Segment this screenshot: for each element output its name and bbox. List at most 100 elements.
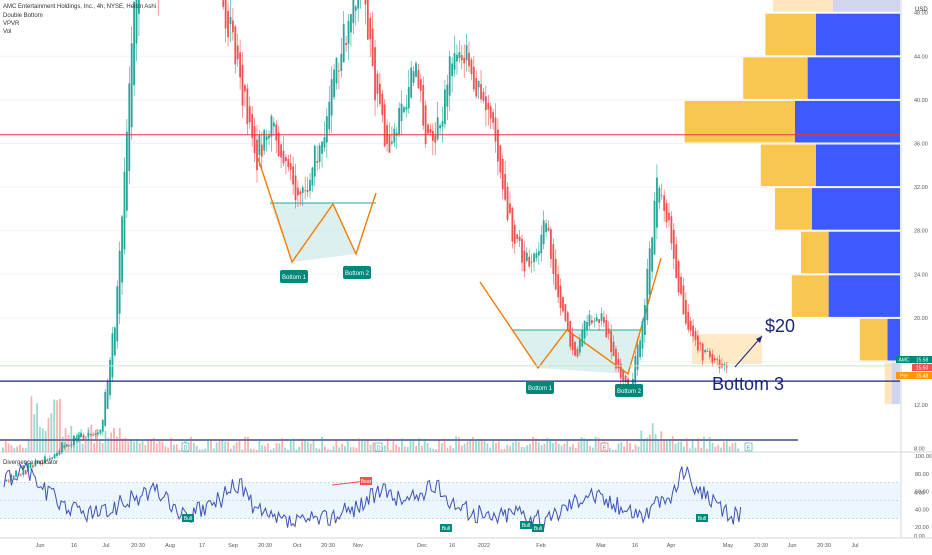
candle-body xyxy=(668,212,670,221)
volume-bar xyxy=(309,443,312,452)
candle-body xyxy=(672,229,675,259)
volume-bar xyxy=(651,423,654,452)
volume-bar xyxy=(27,440,30,452)
volume-bar xyxy=(90,424,93,452)
candle-body xyxy=(460,55,463,61)
bear-label: Bear xyxy=(361,479,372,485)
volume-bar xyxy=(164,446,167,452)
candle-body xyxy=(701,343,704,361)
candle-body xyxy=(533,253,535,263)
candle-body xyxy=(135,0,138,44)
candle-body xyxy=(316,161,319,163)
candle-body xyxy=(354,6,357,11)
candle-body xyxy=(263,129,266,151)
volume-bar xyxy=(395,444,398,452)
volume-marker xyxy=(374,442,383,452)
volume-bar xyxy=(617,443,620,452)
indicator-vol[interactable]: Vol xyxy=(3,29,11,35)
candle-body xyxy=(94,433,97,436)
candle-body xyxy=(422,84,425,126)
candle-body xyxy=(19,474,22,476)
candle-body xyxy=(646,268,649,320)
vp-row-down xyxy=(891,362,900,405)
pattern1-outline xyxy=(257,157,377,264)
candle-body xyxy=(258,134,261,155)
candle-body xyxy=(378,83,381,104)
candle-body xyxy=(97,432,99,435)
candle-body xyxy=(275,124,278,141)
candle-body xyxy=(101,420,104,432)
osc-tick: 100.00 xyxy=(915,454,932,460)
price-tick: 44.00 xyxy=(914,54,928,60)
candle-body xyxy=(706,350,709,352)
time-tick: 20:30 xyxy=(754,543,768,549)
volume-bar xyxy=(195,445,198,452)
bottom3-label: Bottom 3 xyxy=(712,374,784,394)
volume-bar xyxy=(532,436,534,452)
candle-body xyxy=(513,224,516,244)
volume-bar xyxy=(56,400,58,452)
volume-bar xyxy=(466,441,469,452)
volume-bar xyxy=(298,446,301,452)
candle-body xyxy=(723,364,726,366)
candle-body xyxy=(415,63,417,77)
candle-body xyxy=(446,84,449,107)
candle-body xyxy=(260,144,263,157)
candle-body xyxy=(574,341,576,356)
volume-bar xyxy=(215,442,218,452)
vp-row-down xyxy=(807,57,900,99)
vp-row-down xyxy=(811,188,900,230)
candle-body xyxy=(576,348,579,357)
indicator-vpvr[interactable]: VPVR xyxy=(3,21,20,27)
candle-body xyxy=(92,434,95,436)
candle-body xyxy=(436,117,439,140)
volume-bar xyxy=(569,446,571,452)
candle-body xyxy=(246,88,249,125)
volume-bar xyxy=(435,449,437,452)
candle-body xyxy=(231,20,234,33)
pre-tag-label: Pre xyxy=(900,374,908,380)
bear-badge xyxy=(360,477,372,485)
candle-body xyxy=(51,457,54,459)
volume-bar xyxy=(475,439,477,452)
candle-body xyxy=(521,238,523,263)
volume-bar xyxy=(438,440,440,452)
volume-bar xyxy=(110,432,113,452)
candle-body xyxy=(434,135,437,143)
candle-body xyxy=(648,248,651,295)
candle-body xyxy=(87,432,90,437)
volume-bar xyxy=(252,448,255,452)
candle-body xyxy=(46,459,49,461)
candle-body xyxy=(624,375,627,382)
bull-label: Bull xyxy=(698,516,706,522)
candle-body xyxy=(376,73,379,94)
candle-body xyxy=(699,343,702,345)
candle-body xyxy=(116,286,119,342)
candle-body xyxy=(265,136,268,141)
candle-body xyxy=(53,453,56,459)
time-tick: Jul xyxy=(851,543,858,549)
vp-row-up xyxy=(859,318,888,361)
candle-body xyxy=(56,452,58,456)
volume-bar xyxy=(170,437,172,452)
volume-bar xyxy=(61,436,64,452)
volume-bar xyxy=(138,443,141,452)
indicator-double-bottom[interactable]: Double Bottom xyxy=(3,13,43,19)
volume-bar xyxy=(218,439,221,452)
bottom2-label-b: Bottom 2 xyxy=(617,389,642,395)
candle-body xyxy=(590,320,593,324)
candle-body xyxy=(537,251,540,256)
time-tick: Nov xyxy=(353,543,363,549)
currency-label: USD xyxy=(915,7,928,13)
volume-bar xyxy=(577,441,580,452)
volume-bar xyxy=(101,443,104,452)
candle-body xyxy=(128,83,131,172)
volume-marker xyxy=(744,442,753,452)
candle-body xyxy=(571,333,574,351)
candle-body xyxy=(694,331,697,341)
candle-body xyxy=(400,103,403,122)
candle-body xyxy=(325,116,328,143)
candle-body xyxy=(716,359,719,361)
candle-body xyxy=(309,179,311,192)
